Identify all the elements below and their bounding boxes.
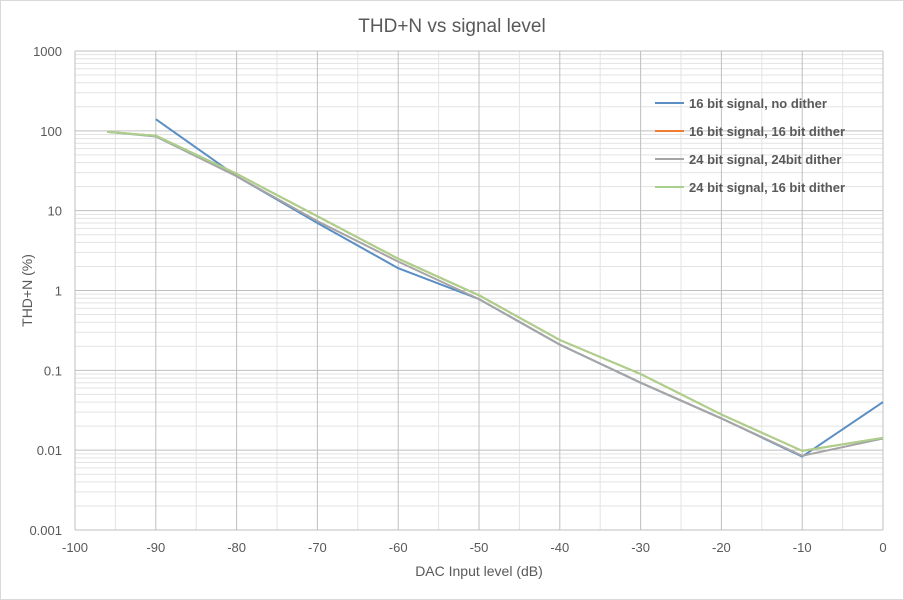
- y-axis-title: THD+N (%): [19, 254, 35, 327]
- x-tick-label: -10: [793, 540, 812, 555]
- legend-label: 24 bit signal, 24bit dither: [689, 152, 841, 167]
- x-tick-labels: -100 -90 -80 -70 -60 -50 -40 -30 -20 -10 0: [62, 540, 887, 555]
- y-tick-label: 1: [55, 284, 62, 299]
- x-tick-label: -30: [631, 540, 650, 555]
- series-line-4: [107, 130, 884, 452]
- x-tick-label: -80: [227, 540, 246, 555]
- y-tick-label: 1000: [33, 44, 62, 59]
- x-tick-label: -50: [470, 540, 489, 555]
- x-tick-label: 0: [879, 540, 886, 555]
- legend: 16 bit signal, no dither 16 bit signal, 1…: [655, 96, 845, 195]
- x-axis-title: DAC Input level (dB): [415, 563, 543, 579]
- x-tick-label: -70: [308, 540, 327, 555]
- series-line-3: [107, 130, 884, 457]
- y-tick-labels: 1000 100 10 1 0.1 0.01 0.001: [29, 44, 62, 538]
- y-tick-label: 0.01: [37, 443, 62, 458]
- y-tick-label: 0.001: [29, 523, 62, 538]
- x-tick-label: -90: [146, 540, 165, 555]
- y-tick-label: 10: [48, 204, 62, 219]
- major-gridlines: [74, 50, 884, 531]
- legend-label: 24 bit signal, 16 bit dither: [689, 180, 845, 195]
- y-tick-label: 100: [40, 124, 62, 139]
- x-tick-label: -40: [550, 540, 569, 555]
- x-tick-label: -100: [62, 540, 88, 555]
- chart-title: THD+N vs signal level: [358, 16, 546, 37]
- y-tick-label: 0.1: [44, 363, 62, 378]
- x-tick-label: -20: [712, 540, 731, 555]
- series-lines: [107, 118, 884, 458]
- x-tick-label: -60: [389, 540, 408, 555]
- legend-label: 16 bit signal, 16 bit dither: [689, 124, 845, 139]
- legend-label: 16 bit signal, no dither: [689, 96, 827, 111]
